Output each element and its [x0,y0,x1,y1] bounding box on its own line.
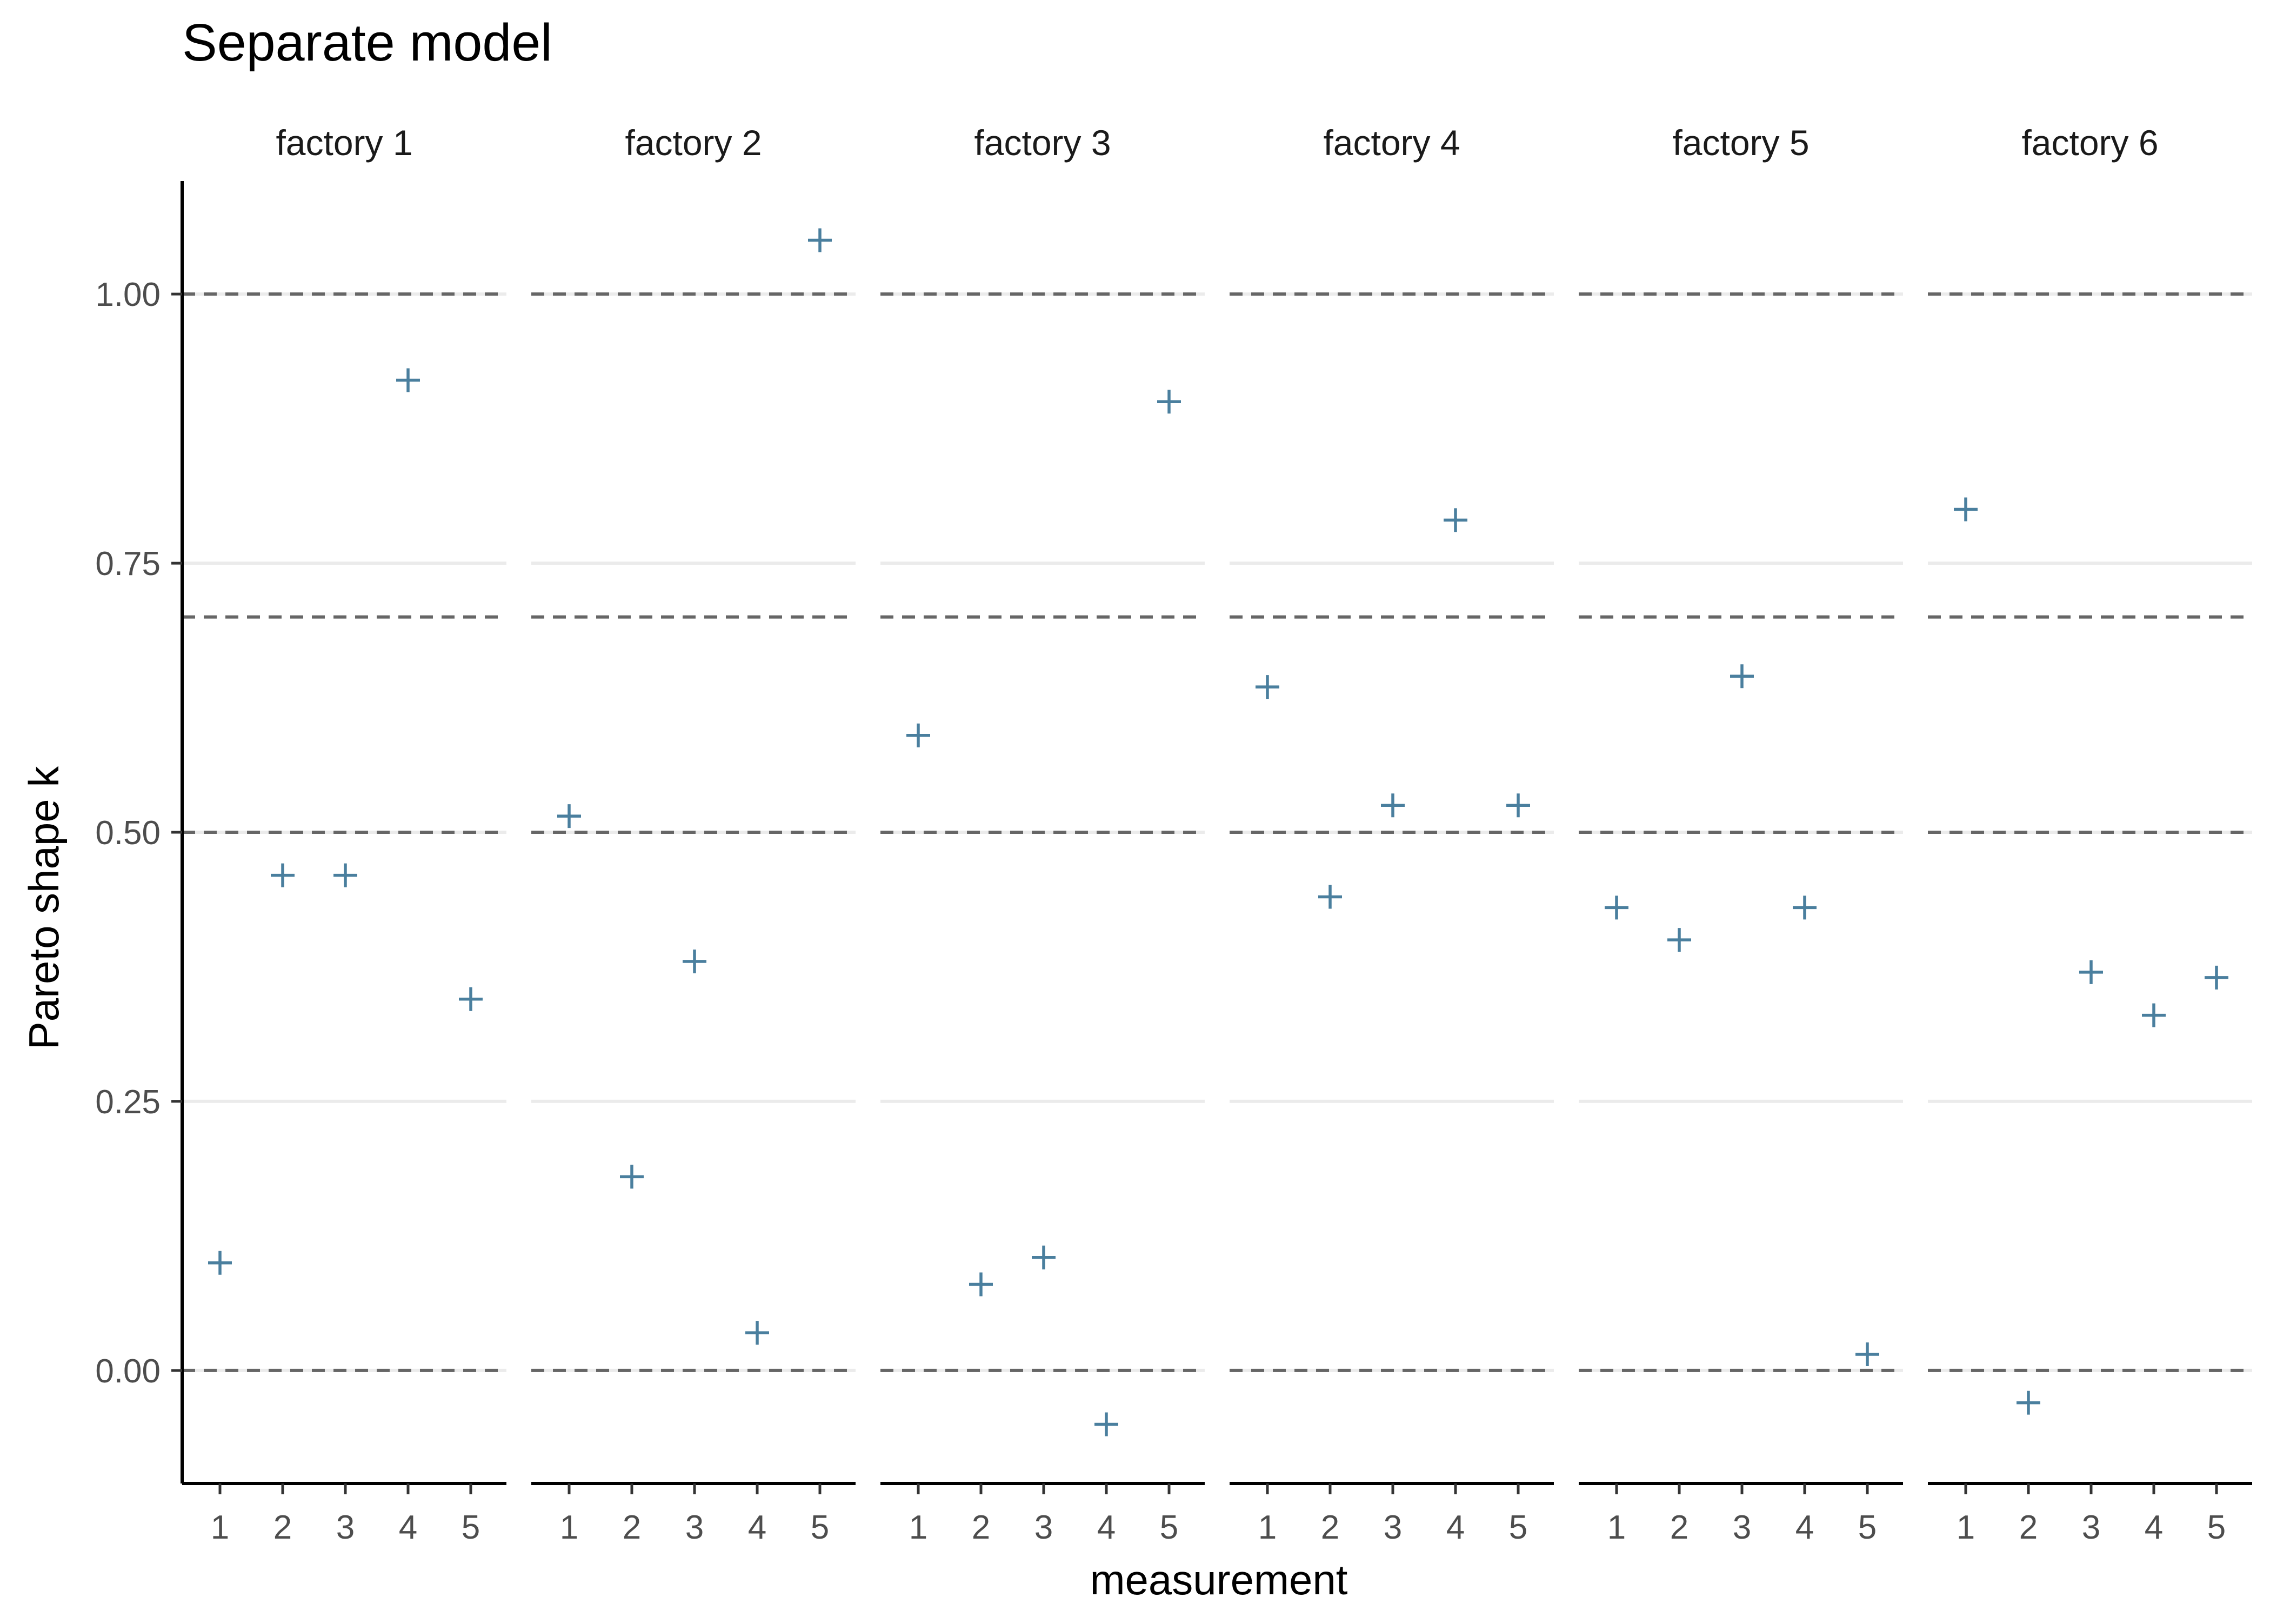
x-tick-label: 5 [811,1509,829,1546]
x-tick-label: 1 [211,1509,229,1546]
data-point [1730,664,1754,689]
x-axis-label: measurement [1090,1556,1348,1603]
x-tick-label: 2 [2019,1509,2038,1546]
x-tick-label: 2 [972,1509,990,1546]
x-tick-label: 3 [1384,1509,1402,1546]
data-point [2205,965,2228,990]
data-point [271,863,295,887]
x-tick-label: 5 [1160,1509,1178,1546]
x-tick-label: 2 [1321,1509,1339,1546]
y-tick-label: 1.00 [95,276,161,313]
data-point [1855,1342,1879,1366]
facet-strip-label: factory 2 [625,123,762,163]
data-point [2017,1391,2040,1415]
y-tick-label: 0.75 [95,545,161,583]
x-tick-label: 4 [1795,1509,1814,1546]
x-tick-label: 1 [1607,1509,1626,1546]
x-tick-label: 3 [1733,1509,1751,1546]
facet-strip-label: factory 1 [276,123,412,163]
data-point [1381,793,1405,818]
x-tick-label: 3 [1034,1509,1053,1546]
data-point [1256,675,1279,699]
data-point [557,804,581,828]
facet-panel-5: factory 5 1 2 3 4 5 [1579,123,1903,1546]
facet-panel-1: factory 1 1 2 3 4 5 [182,123,506,1546]
data-point [683,950,706,974]
x-tick-label: 1 [909,1509,927,1546]
x-tick-label: 5 [1858,1509,1877,1546]
x-tick-label: 1 [560,1509,578,1546]
facet-strip-label: factory 6 [2021,123,2158,163]
data-point [1793,895,1817,920]
x-tick-label: 4 [399,1509,417,1546]
data-point [1954,497,1978,522]
data-point [208,1251,232,1275]
data-point [2079,960,2103,984]
data-point [1605,895,1628,920]
x-tick-label: 4 [748,1509,766,1546]
data-point [1157,390,1181,414]
x-tick-label: 4 [2145,1509,2163,1546]
y-tick-label: 0.50 [95,814,161,852]
x-tick-label: 4 [1097,1509,1116,1546]
facet-strip-label: factory 3 [974,123,1111,163]
x-tick-label: 3 [2082,1509,2100,1546]
x-tick-label: 2 [273,1509,292,1546]
x-tick-label: 1 [1258,1509,1277,1546]
facet-strip-label: factory 5 [1672,123,1809,163]
data-point [1506,793,1530,818]
facet-panel-6: factory 6 1 2 3 4 5 [1928,123,2252,1546]
data-point [1318,885,1342,909]
data-point [459,987,483,1011]
facet-strip-label: factory 4 [1323,123,1460,163]
data-point [2142,1003,2166,1027]
data-point [1444,508,1467,532]
data-point [333,863,357,887]
data-point [620,1165,644,1189]
y-axis: 0.00 0.25 0.50 0.75 1.00 [95,181,184,1483]
data-point [808,228,832,252]
x-tick-label: 5 [462,1509,480,1546]
x-tick-label: 5 [2207,1509,2226,1546]
x-tick-label: 3 [685,1509,704,1546]
facet-panel-4: factory 4 1 2 3 4 5 [1230,123,1554,1546]
data-point [396,368,420,392]
facet-panel-3: factory 3 1 2 3 4 5 [880,123,1205,1546]
data-point [1094,1412,1118,1436]
x-tick-label: 3 [336,1509,355,1546]
x-tick-label: 4 [1446,1509,1465,1546]
data-point [969,1272,993,1296]
data-point [1032,1245,1056,1269]
x-tick-label: 1 [1957,1509,1975,1546]
facets-layer: factory 1 1 2 3 4 5 factory 2 1 2 3 4 5 factory 3 1 2 3… [182,123,2252,1546]
data-point [745,1321,769,1345]
y-tick-label: 0.25 [95,1084,161,1121]
chart-title: Separate model [182,13,552,72]
data-point [1667,928,1691,952]
facet-panel-2: factory 2 1 2 3 4 5 [531,123,856,1546]
x-tick-label: 2 [623,1509,641,1546]
x-tick-label: 5 [1509,1509,1527,1546]
data-point [906,723,930,747]
x-tick-label: 2 [1670,1509,1688,1546]
y-tick-label: 0.00 [95,1353,161,1390]
y-axis-label: Pareto shape k [20,766,68,1050]
